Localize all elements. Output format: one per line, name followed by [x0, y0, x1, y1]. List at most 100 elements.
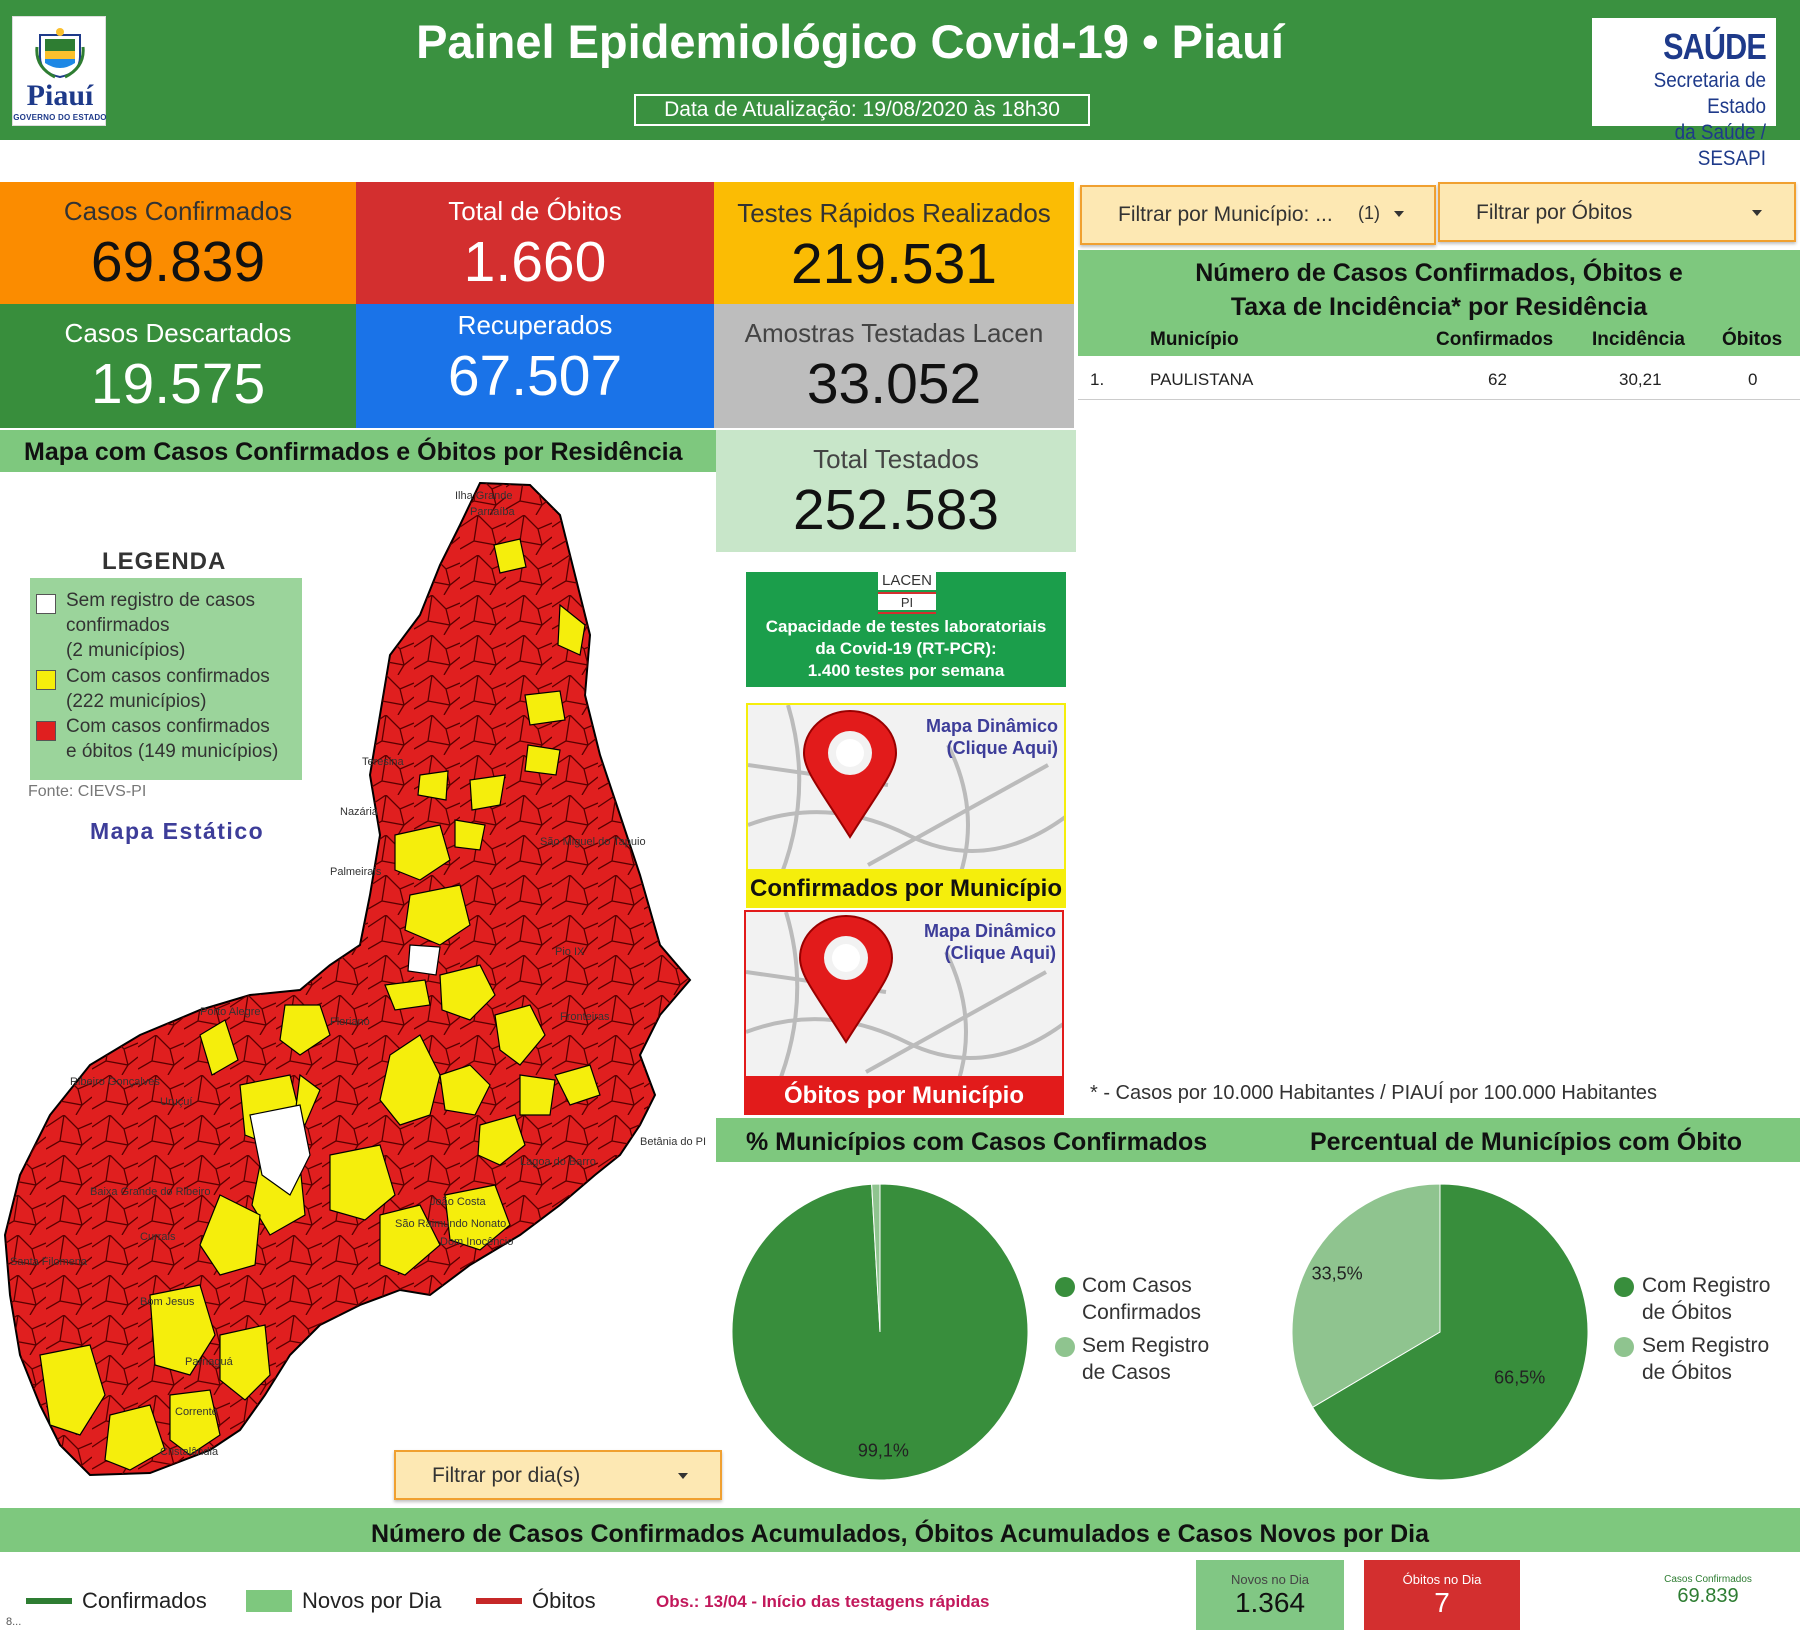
legend-label: de Casos: [1082, 1361, 1171, 1384]
legend-item-line: (222 municípios): [66, 691, 207, 712]
legend-swatch-white: [36, 594, 56, 614]
municipio-table-header: Número de Casos Confirmados, Óbitos e Ta…: [1078, 250, 1800, 356]
svg-text:Ribeiro Gonçalves: Ribeiro Gonçalves: [70, 1076, 160, 1088]
piaui-map[interactable]: Ilha Grande Parnaíba Teresina Nazária Pa…: [0, 475, 710, 1485]
stat-value: 1.660: [463, 230, 607, 294]
pie-slice-label: 99,1%: [858, 1440, 909, 1460]
sesapi-logo-title: SAÚDE: [1663, 26, 1767, 67]
legend-label: Sem Registro: [1642, 1334, 1770, 1357]
legend-label-confirmados: Confirmados: [82, 1588, 207, 1613]
pie-slice[interactable]: [1311, 1183, 1589, 1481]
stat-label: Total Testados: [813, 444, 979, 474]
map-title: Mapa com Casos Confirmados e Óbitos por …: [24, 438, 683, 466]
legend-line-confirmados: [26, 1598, 72, 1604]
stat-value: 252.583: [792, 478, 1000, 542]
legend-item-line: Sem registro de casos: [66, 590, 256, 611]
kpi-obitos-no-dia: Óbitos no Dia 7: [1364, 1560, 1520, 1630]
svg-text:Dom Inocêncio: Dom Inocêncio: [440, 1236, 513, 1248]
svg-text:São Miguel do Tapuio: São Miguel do Tapuio: [540, 836, 646, 848]
pie-slice[interactable]: [871, 1183, 881, 1333]
municipio-table-title-line2: Taxa de Incidência* por Residência: [1230, 293, 1648, 321]
svg-text:Floriano: Floriano: [330, 1016, 370, 1028]
sesapi-logo: SAÚDE Secretaria de Estado da Saúde / SE…: [1592, 18, 1776, 170]
lacen-logo-sub: PI: [878, 592, 936, 614]
map-link-caption-line1: Mapa Dinâmico: [923, 921, 1056, 941]
legend-item-line: Com casos confirmados: [66, 666, 270, 687]
svg-text:Bom Jesus: Bom Jesus: [140, 1296, 195, 1308]
confirmados-map-link[interactable]: Mapa Dinâmico (Clique Aqui) Confirmados …: [746, 703, 1066, 908]
stat-total-obitos: Total de Óbitos 1.660: [356, 182, 714, 304]
pie1-legend-item: Sem Registro de Casos: [1082, 1332, 1209, 1386]
stat-casos-confirmados: Casos Confirmados 69.839: [0, 182, 356, 304]
government-logo-name: Piauí: [26, 79, 94, 112]
chart-axis-stub: 8...: [6, 1616, 22, 1628]
column-header-municipio[interactable]: Município: [1150, 329, 1239, 350]
map-link-caption-line1: Mapa Dinâmico: [925, 716, 1058, 736]
legend-dot-com-obitos: [1614, 1277, 1634, 1297]
svg-text:Parnaguá: Parnaguá: [185, 1356, 234, 1368]
municipio-filter-dropdown[interactable]: Filtrar por Município: ... (1): [1080, 185, 1436, 245]
legend-dot-com-casos: [1055, 1277, 1075, 1297]
stat-label: Casos Confirmados: [63, 196, 293, 226]
map-title-bar: Mapa com Casos Confirmados e Óbitos por …: [0, 430, 716, 472]
legend-label-obitos: Óbitos: [532, 1588, 596, 1613]
obitos-filter-dropdown[interactable]: Filtrar por Óbitos: [1438, 182, 1796, 242]
column-header-incidencia[interactable]: Incidência: [1592, 329, 1685, 350]
lacen-capacity-box: LACEN PI Capacidade de testes laboratori…: [746, 572, 1066, 687]
timeline-obs-note: Obs.: 13/04 - Início das testagens rápid…: [656, 1592, 990, 1611]
sesapi-logo-line2: da Saúde / SESAPI: [1674, 121, 1766, 170]
svg-text:Porto Alegre: Porto Alegre: [200, 1006, 261, 1018]
kpi-label: Óbitos no Dia: [1402, 1572, 1482, 1587]
svg-text:João Costa: João Costa: [430, 1196, 487, 1208]
table-row[interactable]: [1078, 358, 1800, 400]
kpi-value: 1.364: [1234, 1587, 1306, 1618]
table-cell-obitos: 0: [1748, 370, 1758, 389]
stat-amostras-lacen: Amostras Testadas Lacen 33.052: [714, 304, 1074, 428]
sesapi-logo-line1: Secretaria de Estado: [1653, 69, 1766, 118]
pie1-title: % Municípios com Casos Confirmados: [746, 1128, 1208, 1156]
lacen-logo-text: LACEN: [878, 572, 936, 592]
dia-filter-dropdown[interactable]: Filtrar por dia(s): [394, 1450, 722, 1500]
map-pin-icon: [798, 915, 894, 1044]
pie-slice[interactable]: [1291, 1183, 1441, 1409]
map-label-ilha-grande: Ilha Grande: [455, 490, 512, 502]
legend-item-line: (2 municípios): [66, 640, 186, 661]
column-header-confirmados[interactable]: Confirmados: [1436, 329, 1554, 350]
municipio-table-title: Número de Casos Confirmados, Óbitos e Ta…: [1078, 256, 1800, 324]
obitos-filter-label: Filtrar por Óbitos: [1476, 201, 1633, 224]
coat-of-arms-icon: [35, 28, 85, 79]
stat-label: Recuperados: [457, 310, 613, 340]
stat-casos-descartados: Casos Descartados 19.575: [0, 304, 356, 428]
svg-text:Santa Filomena: Santa Filomena: [10, 1256, 88, 1268]
map-link-caption: Mapa Dinâmico (Clique Aqui): [898, 715, 1058, 759]
stat-recuperados: Recuperados 67.507: [356, 304, 714, 428]
table-cell-incidencia: 30,21: [1619, 370, 1662, 389]
column-header-obitos[interactable]: Óbitos: [1722, 329, 1783, 350]
pie-slice-label: 66,5%: [1494, 1367, 1545, 1387]
map-source: Fonte: CIEVS-PI: [28, 783, 147, 800]
stat-label: Casos Descartados: [64, 318, 292, 348]
svg-text:Uruçuí: Uruçuí: [160, 1096, 192, 1108]
table-row-index: 1.: [1090, 370, 1105, 389]
stat-value: 19.575: [90, 352, 266, 416]
pie2-title: Percentual de Municípios com Óbito: [1310, 1128, 1743, 1156]
government-logo-subtitle: GOVERNO DO ESTADO: [13, 113, 107, 122]
legend-label: Com Casos: [1082, 1274, 1192, 1297]
svg-text:Lagoa do Barro: Lagoa do Barro: [520, 1156, 596, 1168]
legend-label-novos: Novos por Dia: [302, 1588, 442, 1613]
legend-item: Sem registro de casos confirmados (2 mun…: [66, 588, 255, 663]
static-map-label: Mapa Estático: [90, 818, 265, 844]
timeline-title-bar: Número de Casos Confirmados Acumulados, …: [0, 1508, 1800, 1552]
table-footnote: * - Casos por 10.000 Habitantes / PIAUÍ …: [1090, 1082, 1658, 1104]
obitos-map-link[interactable]: Mapa Dinâmico (Clique Aqui) Óbitos por M…: [744, 910, 1064, 1115]
lacen-capacity-line3: 1.400 testes por semana: [807, 661, 1005, 680]
stat-value: 219.531: [790, 232, 998, 296]
government-logo: Piauí GOVERNO DO ESTADO: [12, 16, 107, 126]
chevron-down-icon: [1752, 210, 1762, 216]
map-link-caption: Mapa Dinâmico (Clique Aqui): [896, 920, 1056, 964]
lacen-capacity-line2: da Covid-19 (RT-PCR):: [815, 639, 997, 658]
legend-swatch-novos: [246, 1590, 292, 1612]
stat-testes-rapidos: Testes Rápidos Realizados 219.531: [714, 182, 1074, 304]
legend-label: de Óbitos: [1642, 1301, 1732, 1324]
legend-item-line: e óbitos (149 municípios): [66, 741, 279, 762]
